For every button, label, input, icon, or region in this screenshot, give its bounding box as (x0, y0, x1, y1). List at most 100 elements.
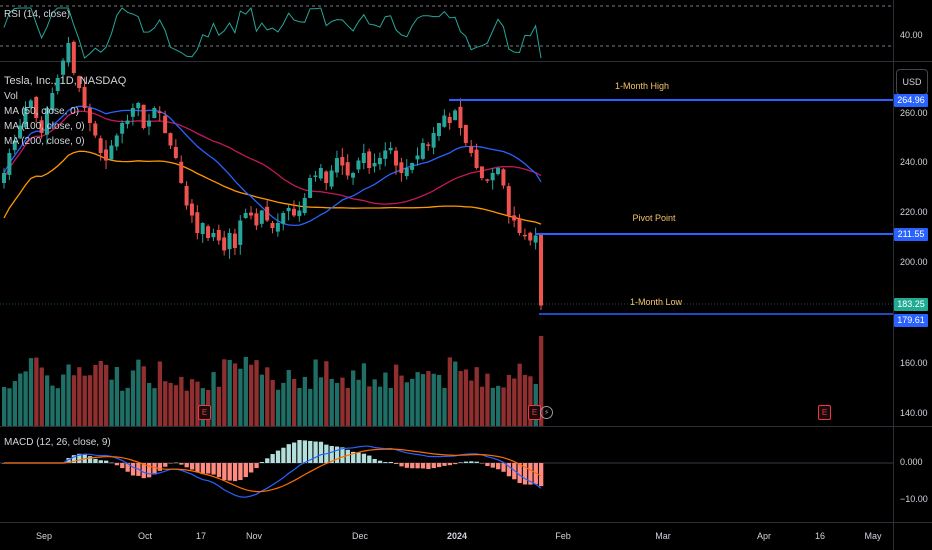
candle-body[interactable] (189, 203, 194, 216)
candle-body[interactable] (404, 168, 409, 177)
candle-body[interactable] (152, 108, 157, 119)
candle-body[interactable] (34, 96, 39, 118)
candle-body[interactable] (18, 125, 23, 139)
candle-body[interactable] (238, 220, 243, 245)
candle-body[interactable] (146, 120, 151, 127)
candle-body[interactable] (431, 133, 436, 148)
candle-body[interactable] (528, 232, 533, 241)
candle-body[interactable] (291, 208, 296, 216)
candle-body[interactable] (474, 149, 479, 168)
candle-body[interactable] (297, 210, 302, 217)
candle-body[interactable] (206, 226, 211, 238)
candle-body[interactable] (259, 210, 264, 224)
candle-body[interactable] (281, 213, 286, 224)
candle-body[interactable] (318, 168, 323, 179)
candle-body[interactable] (447, 116, 452, 123)
candle-body[interactable] (501, 169, 506, 186)
candle-body[interactable] (222, 237, 227, 251)
candle-body[interactable] (163, 115, 168, 133)
candle-body[interactable] (254, 213, 259, 226)
candle-body[interactable] (232, 233, 237, 248)
candle-body[interactable] (313, 175, 318, 178)
candle-body[interactable] (533, 235, 538, 243)
candle-body[interactable] (125, 120, 130, 125)
candle-body[interactable] (302, 198, 307, 214)
candle-body[interactable] (71, 41, 76, 73)
candle-body[interactable] (286, 208, 291, 212)
currency-button[interactable]: USD (896, 69, 928, 95)
candle-body[interactable] (453, 110, 458, 121)
candle-body[interactable] (50, 93, 55, 111)
candle-body[interactable] (329, 170, 334, 187)
candle-body[interactable] (23, 108, 28, 128)
candle-body[interactable] (361, 153, 366, 164)
candle-body[interactable] (82, 86, 87, 108)
candle-body[interactable] (345, 162, 350, 176)
candle-body[interactable] (157, 111, 162, 114)
candle-body[interactable] (98, 138, 103, 153)
candle-body[interactable] (410, 163, 415, 170)
candle-body[interactable] (173, 147, 178, 158)
candle-body[interactable] (87, 108, 92, 123)
candle-body[interactable] (517, 218, 522, 233)
candle-body[interactable] (227, 233, 232, 250)
candle-body[interactable] (12, 140, 17, 151)
candle-body[interactable] (28, 100, 33, 109)
chart-canvas[interactable] (0, 0, 893, 522)
candle-body[interactable] (109, 145, 114, 160)
candle-body[interactable] (308, 178, 313, 198)
candle-body[interactable] (506, 186, 511, 216)
candle-body[interactable] (458, 106, 463, 128)
candle-body[interactable] (372, 163, 377, 167)
candle-body[interactable] (179, 161, 184, 183)
candle-body[interactable] (340, 157, 345, 166)
candle-body[interactable] (77, 76, 82, 88)
candle-body[interactable] (463, 124, 468, 143)
candle-body[interactable] (249, 212, 254, 216)
candle-body[interactable] (377, 158, 382, 165)
candle-body[interactable] (426, 144, 431, 146)
candle-body[interactable] (522, 234, 527, 237)
candle-body[interactable] (184, 185, 189, 206)
candle-body[interactable] (114, 135, 119, 147)
candle-body[interactable] (66, 43, 71, 63)
candle-body[interactable] (420, 143, 425, 159)
candle-body[interactable] (200, 223, 205, 235)
candle-body[interactable] (136, 103, 141, 109)
candle-body[interactable] (93, 123, 98, 136)
candle-body[interactable] (351, 173, 356, 178)
candle-body[interactable] (399, 162, 404, 173)
symbol-title[interactable]: Tesla, Inc., 1D, NASDAQ (4, 75, 127, 87)
candle-body[interactable] (383, 150, 388, 159)
legend-ma100[interactable]: MA (100, close, 0) (4, 121, 85, 132)
earnings-marker[interactable]: E (528, 405, 541, 420)
candle-body[interactable] (55, 78, 60, 91)
candle-body[interactable] (168, 133, 173, 146)
candle-body[interactable] (141, 104, 146, 128)
candle-body[interactable] (512, 215, 517, 221)
candle-body[interactable] (394, 150, 399, 166)
candle-body[interactable] (44, 108, 49, 135)
candle-body[interactable] (334, 158, 339, 173)
candle-body[interactable] (265, 206, 270, 221)
candle-body[interactable] (415, 155, 420, 160)
candle-body[interactable] (436, 123, 441, 137)
earnings-marker[interactable]: E (818, 405, 831, 420)
candle-body[interactable] (270, 222, 275, 228)
legend-vol[interactable]: Vol (4, 91, 18, 102)
earnings-marker[interactable]: E (198, 405, 211, 420)
candle-body[interactable] (120, 123, 125, 134)
candle-body[interactable] (388, 148, 393, 151)
candle-body[interactable] (442, 115, 447, 127)
candle-body[interactable] (324, 171, 329, 183)
candle-body[interactable] (479, 166, 484, 178)
candle-body[interactable] (2, 173, 6, 183)
candle-body[interactable] (496, 168, 501, 175)
candle-body[interactable] (39, 120, 44, 133)
candle-body[interactable] (130, 108, 135, 117)
candle-body[interactable] (485, 179, 490, 181)
candle-body[interactable] (211, 233, 216, 238)
legend-ma200[interactable]: MA (200, close, 0) (4, 136, 85, 147)
flash-icon[interactable]: ⚡ (540, 406, 553, 419)
